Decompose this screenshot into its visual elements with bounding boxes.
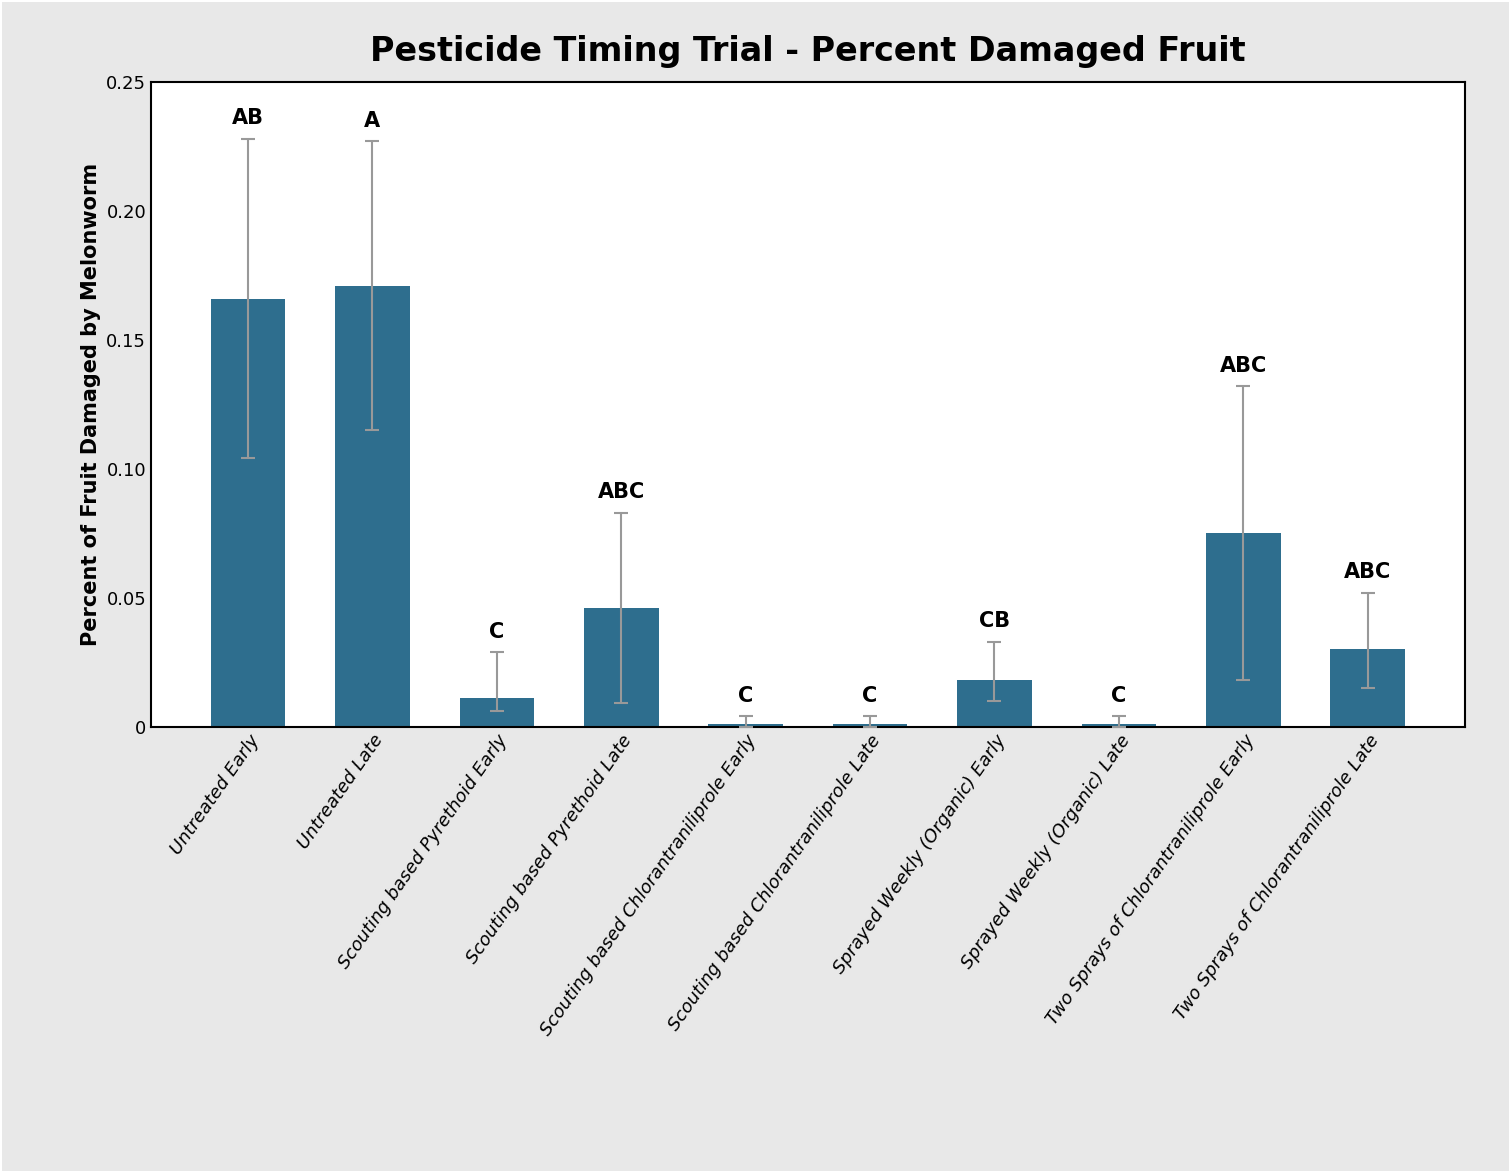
Bar: [957, 680, 1031, 727]
Text: ABC: ABC: [1344, 563, 1391, 582]
Text: ABC: ABC: [1220, 356, 1267, 376]
Text: C: C: [862, 686, 877, 706]
Text: C: C: [489, 621, 504, 641]
Text: AB: AB: [233, 109, 264, 129]
Title: Pesticide Timing Trial - Percent Damaged Fruit: Pesticide Timing Trial - Percent Damaged…: [370, 35, 1246, 68]
Bar: [708, 724, 784, 727]
Text: CB: CB: [978, 612, 1010, 632]
Text: ABC: ABC: [598, 483, 645, 503]
Bar: [335, 286, 409, 727]
Text: C: C: [1111, 686, 1126, 706]
Bar: [1330, 649, 1404, 727]
Text: A: A: [364, 111, 381, 131]
Y-axis label: Percent of Fruit Damaged by Melonworm: Percent of Fruit Damaged by Melonworm: [80, 163, 101, 646]
Bar: [1206, 533, 1280, 727]
Bar: [584, 608, 658, 727]
Bar: [459, 699, 535, 727]
Bar: [1081, 724, 1157, 727]
Bar: [832, 724, 908, 727]
Text: C: C: [738, 686, 753, 706]
Bar: [211, 299, 285, 727]
